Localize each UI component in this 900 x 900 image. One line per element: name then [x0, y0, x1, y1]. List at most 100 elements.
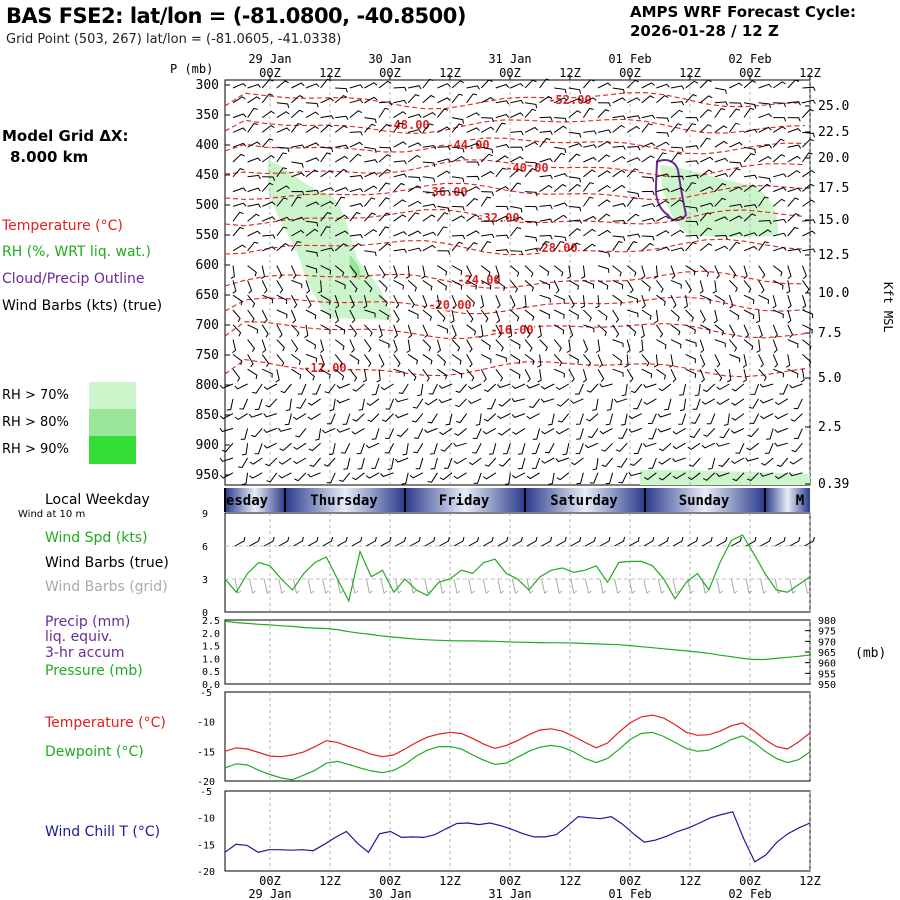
wind-barb — [364, 324, 373, 337]
wind-barb — [524, 126, 539, 133]
wind-barb — [385, 398, 395, 410]
wind-barb — [349, 188, 364, 193]
wind-barb — [435, 295, 440, 309]
wind-barb — [468, 383, 482, 390]
wind-barb — [320, 309, 332, 319]
wind-barb — [247, 213, 260, 222]
wind-barb — [712, 280, 717, 294]
wind-barb — [495, 249, 509, 254]
wind-barb — [786, 354, 791, 368]
bottom-date-label: 31 Jan — [488, 887, 531, 900]
wind-barb — [480, 79, 493, 89]
true-wind-barb — [599, 536, 611, 547]
height-tick-label: 12.5 — [818, 248, 849, 263]
wind-barb — [706, 413, 716, 425]
wind-barb — [504, 472, 511, 486]
rh-region-surface — [640, 470, 810, 485]
wind-barb — [247, 203, 262, 208]
wind-barb — [276, 280, 284, 294]
wind-barb — [338, 472, 351, 482]
wind-barb — [670, 175, 685, 181]
wind-barb — [466, 93, 478, 104]
wind-barb — [495, 83, 510, 89]
wind-barb — [556, 472, 570, 481]
wind-barb — [764, 443, 774, 454]
wind-barb — [729, 232, 743, 237]
wind-barb — [334, 339, 345, 351]
true-wind-barb — [760, 536, 772, 547]
wind-barb — [621, 383, 628, 397]
wind-barb — [772, 354, 779, 368]
wind-barb — [597, 102, 611, 107]
wind-barb — [612, 155, 626, 163]
wind-barb — [437, 108, 449, 118]
wind-barb — [605, 472, 614, 485]
bottom-hour-label: 12Z — [799, 874, 821, 888]
weekday-label: Saturday — [550, 493, 618, 509]
wind-barb — [364, 146, 377, 154]
wind-barb — [378, 324, 383, 339]
wind-barb — [305, 125, 319, 133]
wind-barb — [275, 369, 280, 383]
pressure-tick-label: 550 — [196, 228, 219, 243]
wind-barb — [480, 295, 485, 309]
wind-barb — [455, 398, 467, 408]
temperature-contour — [224, 321, 806, 340]
pressure-tick-label: 600 — [196, 258, 219, 273]
wind-chill-line — [224, 811, 811, 863]
weekday-band-3 — [525, 488, 645, 512]
wind-barb — [633, 398, 643, 410]
wind-barb — [685, 80, 698, 89]
wind-barb — [349, 280, 358, 293]
wind-barb — [451, 295, 457, 309]
wind-barb — [626, 368, 634, 383]
wind-barb — [261, 138, 274, 148]
wind-barb — [568, 309, 579, 320]
wind-barb — [437, 212, 449, 222]
height-tick-label: 10.0 — [818, 286, 849, 301]
wind-barb — [776, 457, 789, 467]
wind-barb — [716, 442, 730, 447]
wind-barb — [247, 241, 259, 252]
wind-barb — [553, 183, 567, 192]
temperature-contour-label: -12.00 — [303, 361, 346, 375]
wind-barb — [349, 153, 362, 163]
temperature-contour — [224, 238, 806, 256]
wind-barb — [393, 86, 407, 92]
wind-barb — [232, 168, 245, 178]
wind-barb — [393, 173, 408, 178]
wind-barb — [320, 354, 325, 368]
wind-barb — [597, 368, 605, 383]
wind-barb — [685, 145, 699, 150]
wind-barb — [320, 339, 325, 353]
wind-barb — [451, 191, 465, 197]
wind-barb — [294, 472, 307, 482]
wind-barb — [291, 368, 302, 380]
wind-barb — [394, 457, 409, 463]
wind-barb — [276, 111, 290, 119]
wind-barb — [437, 368, 448, 380]
wind-barb — [232, 354, 243, 365]
temperature-contour-label: -44.00 — [446, 138, 489, 152]
grid-wind-barb — [263, 578, 271, 594]
wind-barb — [422, 309, 432, 321]
wind-barb — [615, 442, 628, 452]
wind-ytick: 6 — [202, 542, 208, 553]
grid-wind-barb — [322, 578, 329, 594]
wind-barb — [774, 442, 788, 447]
wind-barb — [247, 280, 253, 294]
wind-barb — [641, 190, 655, 196]
wind-barb — [526, 472, 540, 480]
wind-barb — [320, 212, 332, 222]
wind-barb — [451, 205, 465, 211]
wind-barb — [670, 146, 684, 152]
wind-barb — [495, 234, 509, 239]
wind-barb — [641, 295, 646, 309]
wind-barb — [597, 309, 608, 321]
wind-barb — [466, 85, 480, 90]
height-tick-label: 7.5 — [818, 326, 841, 341]
wind-barb — [305, 309, 317, 320]
wind-barb — [305, 83, 320, 89]
wind-barb — [407, 185, 422, 193]
wind-barb — [317, 280, 323, 294]
